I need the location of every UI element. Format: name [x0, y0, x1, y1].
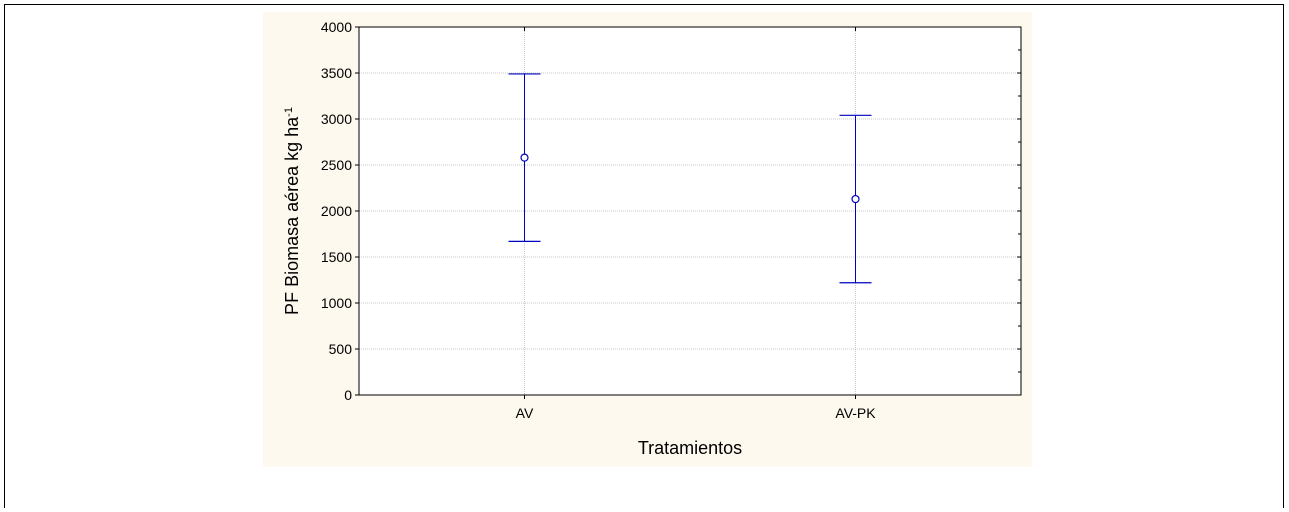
axis-ticks: 0 500 1000 1500 2000 2500 3000 3500 4000 AV AV-PK: [321, 19, 1021, 421]
y-tick-label: 3500: [321, 65, 352, 81]
plot-border: [358, 26, 1022, 396]
y-tick-label: 500: [329, 341, 353, 357]
chart-panel: 0 500 1000 1500 2000 2500 3000 3500 4000 AV AV-PK …: [263, 12, 1032, 467]
y-tick-label: 3000: [321, 111, 352, 127]
y-axis-title-superscript: -1: [283, 107, 295, 117]
mean-point: [520, 153, 529, 162]
y-tick-label: 2000: [321, 203, 352, 219]
y-axis-title: PF Biomasa aérea kg ha-1: [282, 107, 302, 315]
y-tick-label: 1000: [321, 295, 352, 311]
y-tick-label: 4000: [321, 19, 352, 35]
figure-frame: [4, 4, 1284, 508]
y-axis-title-main: PF Biomasa aérea kg ha: [282, 116, 302, 315]
y-tick-label: 2500: [321, 157, 352, 173]
mean-point: [851, 194, 860, 204]
y-tick-label: 0: [344, 387, 352, 403]
x-tick-label: AV: [516, 405, 534, 421]
y-tick-label: 1500: [321, 249, 352, 265]
x-axis-title: Tratamientos: [638, 438, 742, 458]
x-tick-label: AV-PK: [835, 405, 876, 421]
series: [508, 73, 872, 284]
